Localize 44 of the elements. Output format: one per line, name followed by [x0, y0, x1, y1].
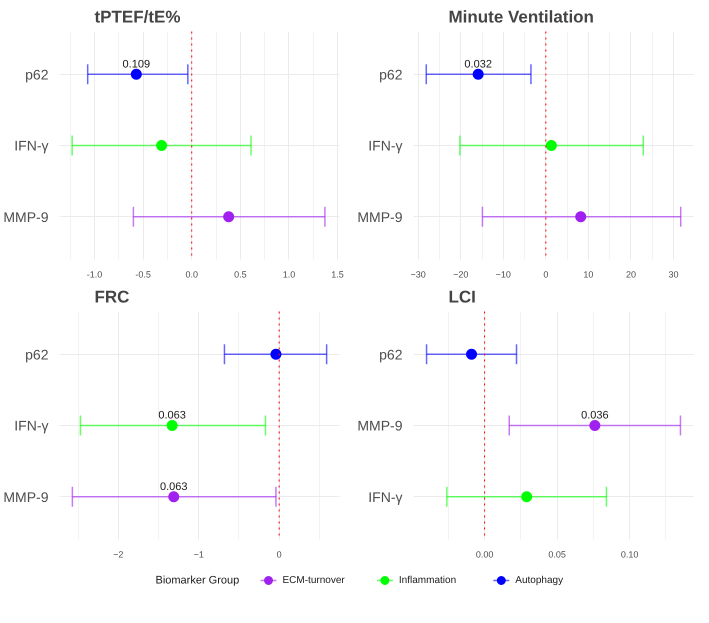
x-tick-label: 0 [276, 550, 282, 560]
x-tick-label: 1.5 [331, 270, 344, 280]
legend-label: ECM-turnover [282, 575, 346, 586]
x-tick-label: −30 [410, 270, 426, 280]
y-tick-label: p62 [379, 346, 403, 362]
x-tick-label: −20 [453, 270, 468, 280]
annotation: 0.063 [158, 410, 186, 422]
x-tick-label: −1 [194, 550, 204, 560]
y-tick-label: IFN-γ [14, 138, 49, 154]
legend-label: Inflammation [398, 575, 456, 586]
x-tick-label: 0.10 [620, 550, 638, 560]
x-tick-label: −2 [113, 550, 124, 560]
x-tick-label: 10 [583, 270, 594, 280]
x-tick-label: 20 [626, 270, 636, 280]
y-tick-label: MMP-9 [3, 208, 49, 225]
x-tick-label: 0.00 [476, 550, 494, 560]
x-tick-label: 0.5 [234, 270, 247, 280]
chart-title: FRC [94, 288, 130, 306]
x-tick-label: 0.05 [548, 550, 566, 560]
y-tick-label: IFN-γ [368, 138, 403, 154]
x-tick-label: 0.0 [185, 270, 198, 280]
y-tick-label: MMP-9 [357, 418, 403, 434]
legend-title: Biomarker Group [156, 574, 240, 586]
x-tick-label: −10 [496, 270, 511, 280]
y-tick-label: p62 [25, 346, 49, 362]
x-tick-label: 0 [543, 270, 548, 280]
annotation: 0.063 [160, 480, 188, 493]
x-tick-label: -1.0 [86, 270, 102, 280]
x-tick-label: 1.0 [282, 270, 296, 280]
y-tick-label: IFN-γ [368, 488, 403, 505]
x-tick-label: -0.5 [135, 270, 151, 280]
annotation: 0.032 [464, 58, 492, 70]
y-tick-label: p62 [25, 66, 49, 82]
chart-title: Minute Ventilation [448, 8, 594, 26]
y-tick-label: MMP-9 [357, 208, 403, 225]
x-tick-label: 30 [668, 270, 679, 280]
annotation: 0.109 [122, 58, 150, 70]
chart-title: tPTEF/tE% [94, 8, 180, 26]
annotation: 0.036 [581, 410, 609, 422]
y-tick-label: MMP-9 [3, 488, 49, 505]
legend-label: Autophagy [515, 575, 564, 586]
y-tick-label: IFN-γ [14, 418, 49, 434]
chart-title: LCI [448, 288, 476, 306]
y-tick-label: p62 [379, 66, 403, 82]
